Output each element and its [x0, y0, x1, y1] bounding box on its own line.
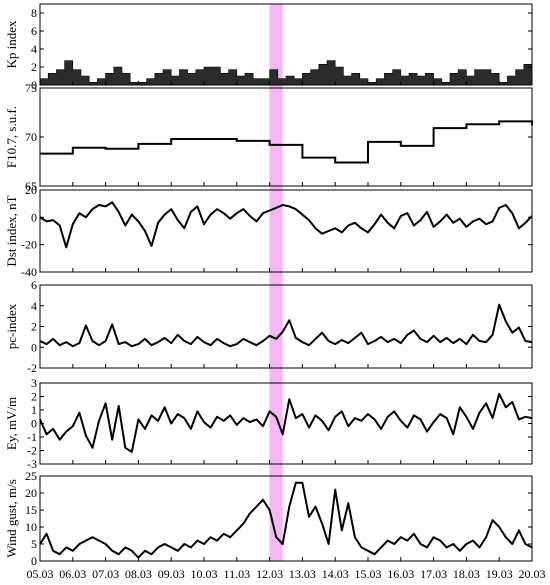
wind-ylabel: Wind gust, m/s [4, 479, 19, 558]
wind-ytick-label: 20 [25, 486, 37, 500]
ey-ylabel: Ey, mV/m [4, 397, 19, 450]
highlight-band [269, 4, 283, 561]
panel-pc: -2 0 2 4 6 pc-index [4, 278, 533, 375]
ey-series [39, 392, 533, 453]
ey-ytick-label: 2 [31, 390, 37, 404]
x-tick-label: 18.03 [453, 567, 480, 581]
wind-series [39, 481, 533, 559]
wind-frame [39, 475, 533, 562]
ey-ytick-label: -1 [27, 430, 37, 444]
x-tick-label: 10.03 [191, 567, 218, 581]
wind-ytick-label: 25 [25, 469, 37, 483]
x-tick-label: 13.03 [289, 567, 316, 581]
kp-series [39, 60, 533, 86]
pc-series [39, 303, 533, 348]
dst-ytick-label: -40 [21, 265, 37, 279]
x-tick-label: 19.03 [486, 567, 513, 581]
x-tick-label: 05.03 [27, 567, 54, 581]
x-tick-label: 11.03 [224, 567, 251, 581]
f107-ytick-label: 70 [25, 130, 37, 144]
kp-ylabel: Kp index [4, 20, 19, 69]
pc-ytick-label: 6 [31, 278, 37, 292]
wind-ytick-label: 10 [25, 520, 37, 534]
f107-ytick-label: 65 [25, 179, 37, 193]
ey-ytick-label: -2 [27, 444, 37, 458]
kp-ytick-label: 0 [31, 78, 37, 92]
ey-ytick-label: -3 [27, 457, 37, 471]
dst-ytick-label: -20 [21, 238, 37, 252]
x-tick-label: 14.03 [322, 567, 349, 581]
x-tick-label: 07.03 [92, 567, 119, 581]
x-tick-label: 08.03 [125, 567, 152, 581]
panel-dst: -40 -20 0 20 Dst index, nT [4, 183, 533, 279]
wind-ytick-label: 0 [31, 554, 37, 568]
panel-f107: 65 70 75 F10.7, s.u.f. [4, 81, 533, 193]
pc-ytick-label: 2 [31, 320, 37, 334]
x-tick-label: 16.03 [387, 567, 414, 581]
dst-frame [39, 189, 533, 273]
f107-frame [39, 87, 533, 187]
ey-ytick-label: 0 [31, 417, 37, 431]
ey-ytick-label: 3 [31, 376, 37, 390]
pc-ytick-label: 4 [31, 299, 37, 313]
panel-kp: 0 2 4 6 8 Kp index [4, 3, 533, 92]
ey-frame [39, 382, 533, 465]
panel-wind: 0 5 10 15 20 25 Wind gust, m/s [4, 469, 533, 568]
x-tick-label: 15.03 [355, 567, 382, 581]
pc-ytick-label: -2 [27, 361, 37, 375]
kp-frame [39, 3, 533, 86]
f107-ytick-label: 75 [25, 81, 37, 95]
dst-ytick-label: 20 [25, 183, 37, 197]
pc-ytick-label: 0 [31, 340, 37, 354]
dst-series [39, 201, 533, 249]
dst-ylabel: Dst index, nT [4, 195, 19, 266]
kp-ytick-label: 8 [31, 6, 37, 20]
wind-ytick-label: 15 [25, 503, 37, 517]
wind-ytick-label: 5 [31, 537, 37, 551]
f107-ylabel: F10.7, s.u.f. [4, 106, 19, 168]
x-tick-label: 12.03 [256, 567, 283, 581]
x-tick-label: 20.03 [519, 567, 546, 581]
ey-ytick-label: 1 [31, 403, 37, 417]
f107-series [40, 120, 533, 164]
x-tick-label: 17.03 [420, 567, 447, 581]
kp-ytick-label: 4 [31, 42, 37, 56]
dst-ytick-label: 0 [31, 210, 37, 224]
x-tick-label: 06.03 [59, 567, 86, 581]
kp-ytick-label: 6 [31, 24, 37, 38]
kp-ytick-label: 2 [31, 60, 37, 74]
pc-ylabel: pc-index [4, 303, 19, 349]
x-tick-label: 09.03 [158, 567, 185, 581]
